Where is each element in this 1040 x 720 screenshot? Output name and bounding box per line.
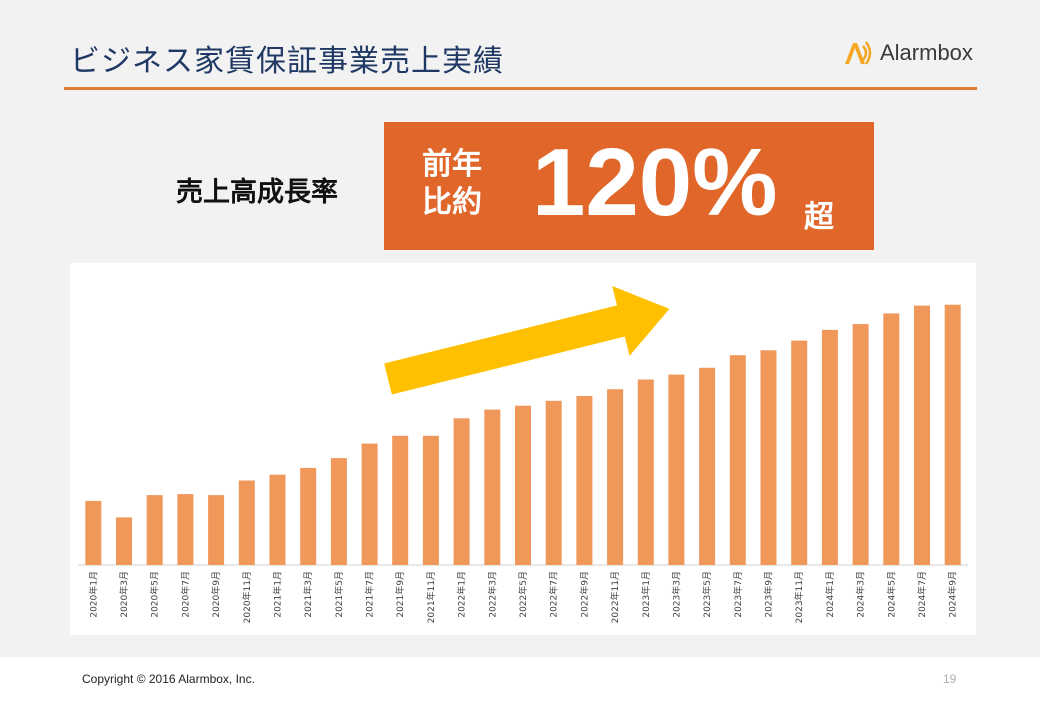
x-tick-label-17: 2022年11月 [609, 571, 621, 623]
bar-15 [545, 400, 562, 565]
bar-28 [944, 304, 961, 565]
x-tick-label-23: 2023年11月 [793, 571, 805, 623]
bar-3 [177, 494, 194, 565]
brand-logo: Alarmbox [842, 38, 973, 68]
x-tick-label-5: 2020年11月 [241, 571, 253, 623]
bar-11 [422, 435, 439, 565]
kpi-value: 120% [532, 129, 778, 236]
x-tick-label-19: 2023年3月 [670, 571, 682, 618]
bar-8 [330, 458, 347, 565]
x-tick-label-28: 2024年9月 [947, 571, 959, 618]
x-tick-label-3: 2020年7月 [179, 571, 191, 618]
x-tick-label-16: 2022年9月 [578, 571, 590, 618]
bar-21 [729, 355, 746, 565]
x-tick-label-22: 2023年9月 [763, 571, 775, 618]
x-tick-label-27: 2024年7月 [916, 571, 928, 618]
x-tick-label-13: 2022年3月 [486, 571, 498, 618]
x-tick-label-6: 2021年1月 [272, 571, 284, 618]
bar-2 [146, 495, 163, 565]
bar-13 [484, 409, 501, 565]
bar-9 [361, 443, 378, 565]
bar-12 [453, 418, 470, 565]
x-tick-label-21: 2023年7月 [732, 571, 744, 618]
x-tick-label-1: 2020年3月 [118, 571, 130, 618]
slide: ビジネス家賃保証事業売上実績 Alarmbox 売上高成長率 前年比約 120%… [0, 0, 1040, 657]
x-tick-label-18: 2023年1月 [640, 571, 652, 618]
alarmbox-logo-icon [845, 41, 872, 65]
bar-25 [852, 324, 869, 565]
bar-16 [576, 396, 593, 565]
x-tick-label-7: 2021年3月 [302, 571, 314, 618]
kpi-suffix: 超 [804, 200, 834, 235]
trend-arrow-icon [384, 286, 670, 395]
x-tick-label-20: 2023年5月 [701, 571, 713, 618]
x-tick-label-15: 2022年7月 [548, 571, 560, 618]
bar-4 [208, 495, 225, 565]
x-tick-label-11: 2021年11月 [425, 571, 437, 623]
bar-18 [637, 379, 654, 565]
copyright-text: Copyright © 2016 Alarmbox, Inc. [82, 672, 255, 686]
x-tick-label-26: 2024年5月 [885, 571, 897, 618]
sales-bar-chart: 2020年1月 2020年3月 2020年5月 2020年7月 2020年9月 2020年… [78, 286, 968, 623]
bar-23 [791, 340, 808, 565]
kpi-box: 前年比約 120% 超 [384, 122, 874, 250]
x-tick-label-4: 2020年9月 [210, 571, 222, 618]
bar-0 [85, 500, 102, 565]
bar-19 [668, 374, 685, 565]
growth-rate-label: 売上高成長率 [176, 177, 338, 208]
kpi-prefix: 前年比約 [422, 147, 482, 220]
x-tick-label-24: 2024年1月 [824, 571, 836, 618]
bar-24 [821, 329, 838, 565]
bar-22 [760, 350, 777, 565]
bar-27 [914, 305, 930, 565]
bar-10 [392, 435, 409, 565]
bar-14 [515, 405, 531, 565]
x-tick-label-9: 2021年7月 [364, 571, 376, 618]
bar-6 [269, 474, 286, 565]
logo-text: Alarmbox [880, 40, 973, 65]
bar-20 [699, 367, 716, 565]
x-tick-label-8: 2021年5月 [333, 571, 345, 618]
bar-1 [116, 517, 132, 565]
title-divider [64, 87, 977, 90]
page-number: 19 [943, 672, 957, 686]
bar-26 [883, 313, 900, 565]
x-tick-label-2: 2020年5月 [149, 571, 161, 618]
x-tick-label-14: 2022年5月 [517, 571, 529, 618]
x-tick-label-25: 2024年3月 [855, 571, 867, 618]
bar-17 [607, 389, 624, 565]
x-tick-label-12: 2022年1月 [456, 571, 468, 618]
page-title: ビジネス家賃保証事業売上実績 [70, 44, 504, 79]
bar-5 [238, 480, 255, 565]
x-tick-label-10: 2021年9月 [394, 571, 406, 618]
sales-chart: 2020年1月 2020年3月 2020年5月 2020年7月 2020年9月 2020年… [70, 263, 976, 635]
x-tick-label-0: 2020年1月 [87, 571, 99, 618]
bar-7 [300, 467, 317, 565]
